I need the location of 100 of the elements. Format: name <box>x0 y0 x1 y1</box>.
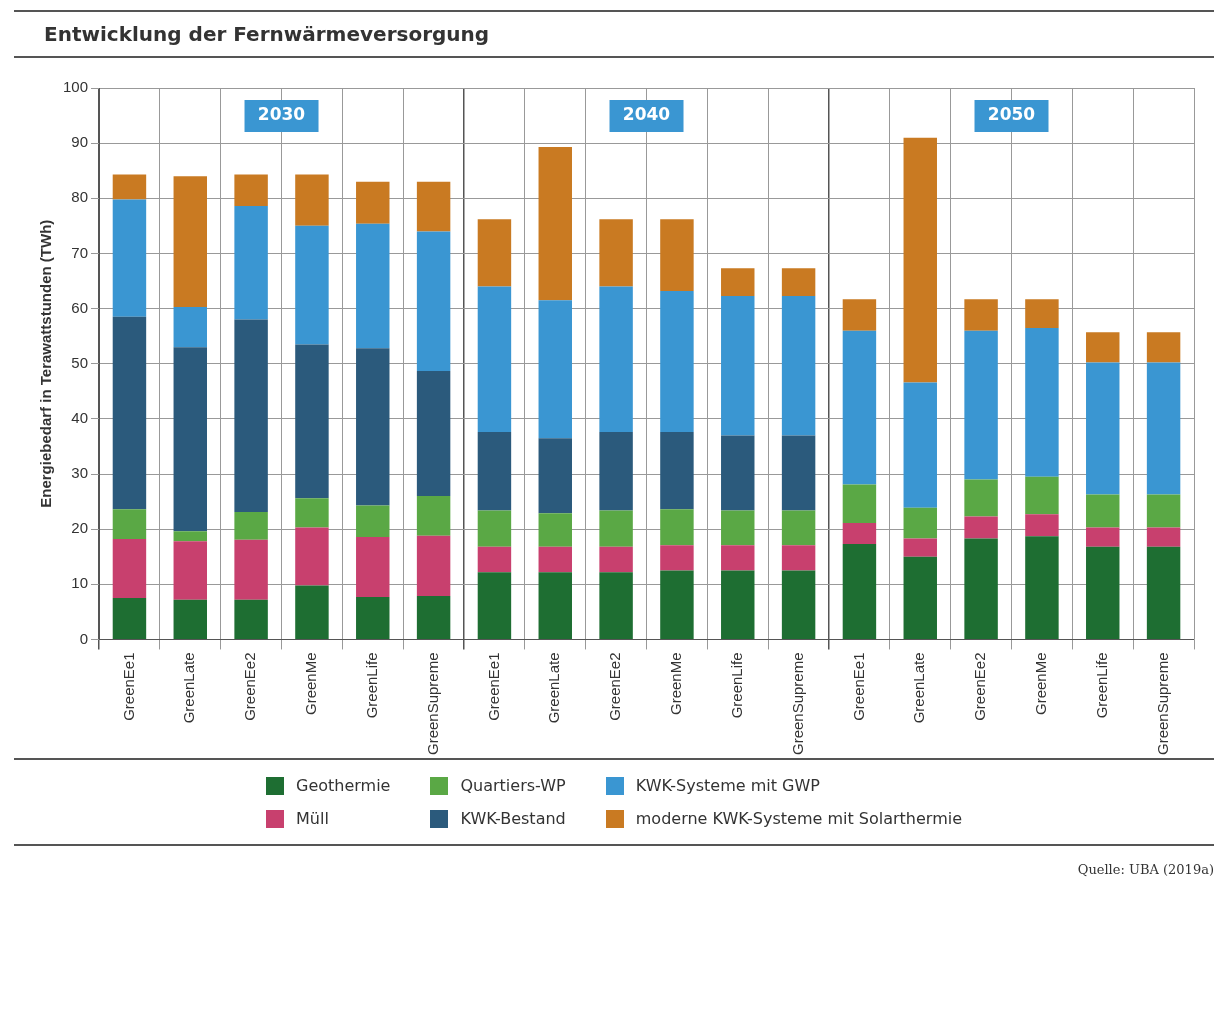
source-note: Quelle: UBA (2019a) <box>1076 861 1214 877</box>
legend-label: KWK-Bestand <box>460 809 566 828</box>
x-tick-label: GreenEe2 <box>241 652 259 721</box>
bar <box>538 572 572 639</box>
legend-label: Geothermie <box>295 776 391 795</box>
bar <box>599 286 633 433</box>
legend-label: KWK-Systeme mit GWP <box>635 776 820 795</box>
bar <box>842 523 877 545</box>
bar <box>416 181 451 232</box>
bar <box>903 538 937 557</box>
annotation: 2050 <box>987 104 1036 125</box>
x-tick-label: GreenSupreme <box>423 652 441 756</box>
bar <box>1146 362 1181 495</box>
bar <box>660 219 694 291</box>
bar <box>234 174 268 207</box>
bar <box>416 535 451 596</box>
bar <box>112 509 147 540</box>
y-tick-label: 90 <box>71 133 89 151</box>
bar <box>477 432 512 511</box>
x-tick-label: GreenLife <box>727 652 745 719</box>
bar <box>721 570 755 639</box>
bar <box>173 306 207 348</box>
bar <box>416 496 451 536</box>
bar <box>781 510 816 546</box>
bar <box>599 572 633 639</box>
bar <box>1086 527 1120 547</box>
bar <box>295 585 329 639</box>
bar <box>781 435 816 511</box>
annotation: 2030 <box>257 104 306 125</box>
bar <box>721 435 755 511</box>
bar <box>964 479 998 517</box>
bar <box>477 219 512 287</box>
bar <box>234 539 268 600</box>
bar <box>356 536 390 597</box>
bar <box>903 382 937 508</box>
bar <box>112 174 147 200</box>
y-tick-label: 50 <box>71 353 89 371</box>
bar <box>599 546 633 573</box>
x-tick-label: GreenEe2 <box>971 652 989 721</box>
bar <box>660 570 694 639</box>
x-tick-label: GreenLife <box>362 652 380 719</box>
x-tick-label: GreenSupreme <box>1153 652 1171 756</box>
y-tick-label: 10 <box>71 574 89 592</box>
bar <box>295 527 329 586</box>
bar <box>903 507 937 539</box>
bar <box>599 432 633 511</box>
y-axis-title: Energiebedarf in Terawattstunden (TWh) <box>37 219 55 508</box>
bar <box>356 223 390 349</box>
bar <box>416 370 451 497</box>
bar <box>1025 536 1059 639</box>
bar <box>416 595 451 639</box>
y-tick-label: 40 <box>71 409 89 427</box>
x-tick-label: GreenEe1 <box>119 652 137 721</box>
bar <box>538 300 572 439</box>
x-tick-label: GreenLate <box>910 652 928 724</box>
bar <box>842 544 877 639</box>
bar <box>660 545 694 571</box>
bar <box>1086 332 1120 363</box>
legend-label: Müll <box>295 809 329 828</box>
x-tick-label: GreenLate <box>180 652 198 724</box>
bar <box>964 516 998 539</box>
bar <box>477 286 512 433</box>
y-tick-label: 30 <box>71 464 89 482</box>
bar <box>477 572 512 639</box>
bar <box>356 181 390 224</box>
bar <box>1146 546 1181 639</box>
bar <box>964 330 998 480</box>
y-tick-label: 20 <box>71 519 89 537</box>
y-tick-label: 100 <box>63 78 89 96</box>
bar <box>173 531 207 542</box>
bar <box>1025 299 1059 328</box>
bar <box>234 206 268 320</box>
bar <box>112 199 147 317</box>
y-tick-label: 60 <box>71 298 89 316</box>
bar <box>903 137 937 383</box>
y-tick-label: 70 <box>71 243 89 261</box>
bar <box>781 295 816 436</box>
bar <box>112 598 147 639</box>
x-tick-label: GreenLate <box>545 652 563 724</box>
bar <box>842 299 877 331</box>
bar <box>356 596 390 639</box>
bar <box>356 348 390 506</box>
bar <box>660 290 694 433</box>
x-tick-label: GreenLife <box>1092 652 1110 719</box>
bar <box>112 539 147 599</box>
bar <box>295 225 329 345</box>
bar <box>295 344 329 499</box>
bar <box>112 316 147 510</box>
y-tick-label: 0 <box>79 629 89 647</box>
bar <box>295 174 329 226</box>
x-tick-label: GreenEe1 <box>484 652 502 721</box>
bar <box>1025 514 1059 537</box>
bar <box>599 510 633 547</box>
bar <box>416 231 451 371</box>
bar <box>964 299 998 331</box>
bar <box>1146 527 1181 547</box>
bar <box>1086 362 1120 495</box>
bar <box>173 599 207 639</box>
bar <box>660 509 694 546</box>
x-tick-label: GreenSupreme <box>788 652 806 756</box>
